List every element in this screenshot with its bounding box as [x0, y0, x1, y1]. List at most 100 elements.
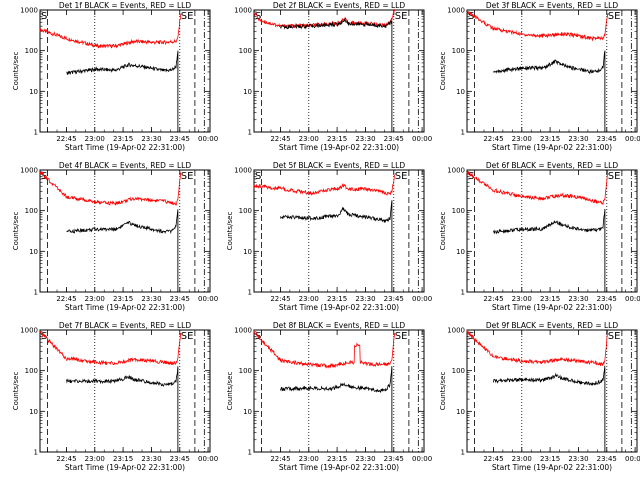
events-series-line — [280, 18, 393, 30]
y-tick-label: 100 — [452, 207, 465, 215]
end-marker: SE — [608, 11, 621, 22]
plot-frame — [466, 9, 638, 133]
x-axis-label: Start Time (19-Apr-02 22:31:00) — [65, 463, 185, 472]
y-axis-label: Counts/sec — [439, 52, 447, 91]
x-tick-label: 23:00 — [512, 455, 532, 463]
events-series-line — [493, 365, 606, 387]
y-tick-label: 100 — [239, 367, 252, 375]
plot-frame — [253, 9, 425, 133]
x-tick-label: 23:00 — [299, 455, 319, 463]
x-tick-label: 23:30 — [141, 135, 161, 143]
x-tick-label: 22:45 — [270, 455, 290, 463]
detector-panel: Det 6f BLACK = Events, RED = LLD 1 10 100 10… — [439, 161, 640, 312]
x-tick-label: 22:45 — [56, 455, 76, 463]
y-tick-label: 100 — [452, 47, 465, 55]
x-tick-label: 23:00 — [85, 135, 105, 143]
y-tick-label: 100 — [25, 47, 38, 55]
x-axis-label: Start Time (19-Apr-02 22:31:00) — [279, 143, 399, 152]
plot-frame — [253, 329, 425, 453]
y-tick-label: 1000 — [20, 7, 38, 15]
start-marker: S — [468, 171, 474, 182]
plot-frame — [39, 169, 211, 293]
plot-frame — [253, 169, 425, 293]
panel-title: Det 6f BLACK = Events, RED = LLD — [486, 161, 619, 170]
y-tick-label: 1 — [461, 449, 465, 457]
x-axis-label: Start Time (19-Apr-02 22:31:00) — [279, 303, 399, 312]
y-axis-label: Counts/sec — [439, 372, 447, 411]
x-tick-label: 23:30 — [141, 295, 161, 303]
end-marker: SE — [608, 171, 621, 182]
lld-series-line — [253, 174, 396, 196]
y-tick-label: 1 — [461, 129, 465, 137]
x-tick-label: 23:45 — [597, 455, 617, 463]
end-marker: SE — [181, 171, 194, 182]
y-axis-label: Counts/sec — [226, 372, 234, 411]
y-tick-label: 1 — [248, 129, 252, 137]
x-tick-label: 23:30 — [355, 135, 375, 143]
x-tick-label: 23:15 — [327, 135, 347, 143]
y-tick-label: 1000 — [234, 327, 252, 335]
x-tick-label: 23:00 — [85, 295, 105, 303]
x-tick-label: 22:45 — [483, 295, 503, 303]
y-tick-label: 10 — [456, 248, 465, 256]
x-tick-label: 23:30 — [568, 455, 588, 463]
start-marker: S — [255, 331, 261, 342]
events-series-line — [280, 366, 393, 393]
lld-series-line — [466, 170, 609, 206]
start-marker: S — [255, 11, 261, 22]
y-tick-label: 10 — [243, 248, 252, 256]
x-tick-label: 23:45 — [384, 295, 404, 303]
detector-panel: Det 2f BLACK = Events, RED = LLD 1 10 100 10… — [234, 1, 432, 152]
x-tick-label: 23:15 — [327, 295, 347, 303]
y-tick-label: 1000 — [20, 167, 38, 175]
y-tick-label: 1000 — [234, 167, 252, 175]
x-tick-label: 23:30 — [568, 295, 588, 303]
y-tick-label: 1 — [461, 289, 465, 297]
x-tick-label: 00:00 — [198, 135, 218, 143]
lld-series-line — [253, 330, 396, 369]
events-series-line — [66, 366, 179, 387]
x-axis-label: Start Time (19-Apr-02 22:31:00) — [492, 303, 612, 312]
end-marker: SE — [395, 11, 408, 22]
x-tick-label: 22:45 — [483, 455, 503, 463]
x-tick-label: 23:15 — [113, 135, 133, 143]
y-tick-label: 1 — [248, 449, 252, 457]
end-marker: SE — [608, 331, 621, 342]
y-tick-label: 1000 — [447, 327, 465, 335]
y-tick-label: 1000 — [447, 7, 465, 15]
x-axis-label: Start Time (19-Apr-02 22:31:00) — [65, 303, 185, 312]
detector-panel: Det 7f BLACK = Events, RED = LLD 1 10 100 10… — [12, 321, 218, 472]
panel-title: Det 2f BLACK = Events, RED = LLD — [273, 1, 406, 10]
panel-title: Det 8f BLACK = Events, RED = LLD — [273, 321, 406, 330]
end-marker: SE — [395, 171, 408, 182]
y-tick-label: 1000 — [447, 167, 465, 175]
x-tick-label: 23:30 — [141, 455, 161, 463]
events-series-line — [66, 51, 179, 75]
x-tick-label: 23:00 — [512, 135, 532, 143]
y-tick-label: 10 — [456, 88, 465, 96]
y-tick-label: 10 — [29, 88, 38, 96]
panel-title: Det 5f BLACK = Events, RED = LLD — [273, 161, 406, 170]
lld-series-line — [466, 11, 609, 42]
x-tick-label: 23:15 — [113, 455, 133, 463]
x-tick-label: 23:30 — [355, 295, 375, 303]
plot-frame — [39, 329, 211, 453]
x-tick-label: 23:00 — [299, 295, 319, 303]
panel-title: Det 9f BLACK = Events, RED = LLD — [486, 321, 619, 330]
x-tick-label: 23:30 — [568, 135, 588, 143]
y-axis-label: Counts/sec — [12, 212, 20, 251]
events-series-line — [493, 210, 606, 235]
x-tick-label: 22:45 — [270, 295, 290, 303]
x-tick-label: 23:45 — [170, 455, 190, 463]
panel-title: Det 4f BLACK = Events, RED = LLD — [59, 161, 192, 170]
x-tick-label: 22:45 — [270, 135, 290, 143]
x-tick-label: 23:00 — [85, 455, 105, 463]
detector-panel: Det 5f BLACK = Events, RED = LLD 1 10 100 10… — [226, 161, 432, 312]
x-tick-label: 23:15 — [327, 455, 347, 463]
x-tick-label: 00:00 — [412, 135, 432, 143]
y-axis-label: Counts/sec — [439, 212, 447, 251]
x-tick-label: 23:45 — [597, 295, 617, 303]
x-axis-label: Start Time (19-Apr-02 22:31:00) — [492, 143, 612, 152]
y-tick-label: 100 — [239, 47, 252, 55]
